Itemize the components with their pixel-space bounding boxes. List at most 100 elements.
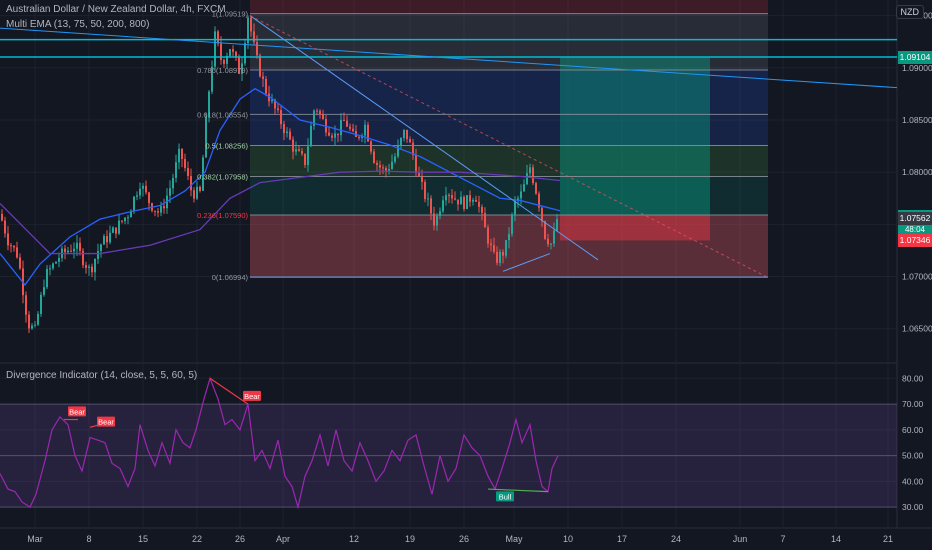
candle-body [352, 128, 354, 132]
candle-body [25, 295, 27, 315]
candle-body [328, 132, 330, 136]
candle-body [124, 217, 126, 222]
candle-body [394, 156, 396, 162]
candle-body [367, 124, 369, 142]
bull-divergence-line [487, 488, 549, 493]
ema-legend[interactable]: Multi EMA (13, 75, 50, 200, 800) [6, 19, 150, 30]
candle-body [85, 265, 87, 268]
candle-body [28, 314, 30, 329]
candle-body [337, 133, 339, 136]
candle-body [40, 294, 42, 314]
candle-body [553, 230, 555, 244]
y-tick-label: 1.08000 [902, 167, 932, 177]
candle-body [97, 250, 99, 259]
fib-zone-band [250, 70, 768, 115]
x-tick-label: 7 [780, 534, 785, 544]
divergence-label-box [496, 491, 514, 502]
candle-body [178, 148, 180, 163]
candle-body [523, 184, 525, 192]
candle-body [538, 193, 540, 208]
fib-zone-top [250, 0, 768, 14]
candle-body [292, 139, 294, 152]
candle-body [94, 258, 96, 273]
currency-badge[interactable]: NZD [895, 5, 924, 19]
candle-body [382, 167, 384, 169]
candle-body [190, 175, 192, 191]
candle-body [259, 55, 261, 77]
candle-body [145, 185, 147, 193]
candle-body [271, 99, 273, 102]
candle-body [442, 200, 444, 212]
candle-body [232, 49, 234, 52]
candle-body [283, 124, 285, 134]
candle-body [13, 245, 15, 248]
candle-body [142, 185, 144, 189]
divergence-label: Bear [98, 418, 114, 427]
fib-zone-band [250, 13, 768, 71]
candle-body [544, 221, 546, 239]
x-tick-label: 26 [235, 534, 245, 544]
candle-body [34, 324, 36, 326]
candle-body [418, 173, 420, 177]
candle-body [451, 195, 453, 199]
x-tick-label: 14 [831, 534, 841, 544]
x-tick-label: 17 [617, 534, 627, 544]
candle-body [520, 191, 522, 199]
candle-body [70, 250, 72, 252]
price-label: 1.07562 [898, 211, 932, 225]
candle-body [274, 99, 276, 109]
candle-body [526, 173, 528, 185]
candle-body [421, 176, 423, 182]
ema-line [0, 87, 561, 286]
x-tick-label: Mar [27, 534, 43, 544]
candle-body [415, 155, 417, 174]
candle-body [445, 195, 447, 201]
candle-body [193, 190, 195, 199]
candle-body [211, 66, 213, 92]
candle-body [220, 43, 222, 60]
candle-body [316, 110, 318, 112]
candle-body [346, 120, 348, 127]
candle-body [484, 212, 486, 228]
candle-body [250, 17, 252, 32]
candle-body [364, 124, 366, 136]
candle-body [241, 63, 243, 74]
candle-body [349, 126, 351, 129]
candle-body [55, 261, 57, 264]
rsi-tick-label: 50.00 [902, 451, 924, 461]
candle-body [379, 164, 381, 168]
candle-body [532, 167, 534, 184]
ema-line [0, 170, 561, 255]
candle-body [547, 238, 549, 245]
rsi-legend[interactable]: Divergence Indicator (14, close, 5, 5, 6… [6, 370, 198, 381]
fib-label: 1(1.09519) [212, 10, 249, 19]
divergence-label-box [68, 406, 86, 417]
candle-body [79, 242, 81, 251]
divergence-label: Bear [69, 407, 85, 416]
fib-zone-band [250, 176, 768, 215]
candle-body [478, 201, 480, 207]
candle-body [472, 199, 474, 202]
candle-body [493, 245, 495, 252]
candle-body [118, 220, 120, 234]
candle-body [475, 199, 477, 202]
candle-body [127, 217, 129, 219]
candle-body [412, 142, 414, 156]
candle-body [403, 129, 405, 139]
candle-body [280, 110, 282, 125]
candle-body [205, 116, 207, 158]
candle-body [112, 227, 114, 233]
x-tick-label: 22 [192, 534, 202, 544]
candle-body [385, 167, 387, 172]
price-label: 1.09104 [898, 50, 932, 64]
candle-body [502, 251, 504, 256]
candle-body [304, 153, 306, 165]
fib-label: 0.786(1.08979) [197, 66, 248, 75]
x-tick-label: 15 [138, 534, 148, 544]
divergence-label: Bull [499, 492, 512, 501]
fib-zone-band [250, 114, 768, 146]
candle-body [160, 206, 162, 213]
x-tick-label: 26 [459, 534, 469, 544]
